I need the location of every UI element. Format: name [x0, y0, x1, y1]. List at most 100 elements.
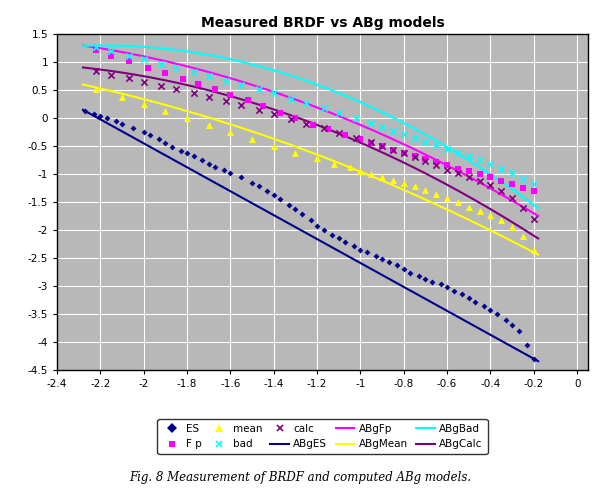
Point — [269, 192, 278, 199]
Point — [124, 51, 133, 59]
Title: Measured BRDF vs ABg models: Measured BRDF vs ABg models — [200, 16, 445, 30]
Point — [178, 75, 188, 83]
Point — [421, 186, 430, 194]
Point — [410, 183, 419, 191]
Point — [442, 166, 452, 173]
Point — [91, 67, 101, 74]
Point — [226, 91, 235, 98]
Point — [211, 85, 220, 93]
Point — [312, 154, 322, 162]
Point — [102, 114, 112, 122]
Point — [485, 306, 495, 314]
Point — [497, 165, 506, 172]
Point — [485, 160, 495, 168]
Point — [161, 70, 170, 77]
Point — [523, 341, 532, 349]
Point — [508, 194, 517, 201]
Point — [319, 124, 328, 132]
Point — [508, 223, 517, 231]
Point — [182, 114, 192, 122]
Point — [211, 164, 220, 171]
Point — [111, 117, 121, 125]
Point — [154, 136, 164, 144]
Point — [453, 169, 463, 177]
Point — [312, 221, 322, 229]
Point — [269, 110, 278, 118]
Point — [427, 278, 437, 286]
Point — [91, 43, 101, 51]
Point — [176, 147, 185, 154]
Point — [193, 79, 203, 87]
Point — [470, 298, 480, 306]
Point — [399, 149, 409, 157]
Point — [236, 81, 246, 89]
Point — [247, 136, 257, 144]
Point — [161, 108, 170, 116]
Point — [453, 198, 463, 206]
Point — [254, 85, 263, 93]
Point — [226, 169, 235, 177]
Point — [442, 194, 452, 201]
Point — [485, 173, 495, 181]
Point — [306, 216, 316, 224]
Point — [431, 161, 441, 169]
Point — [323, 125, 333, 133]
Point — [117, 93, 127, 101]
Point — [345, 164, 355, 171]
Point — [529, 246, 539, 254]
Point — [182, 149, 192, 157]
Point — [501, 316, 511, 323]
Point — [421, 157, 430, 165]
Point — [475, 207, 484, 215]
Point — [275, 109, 285, 117]
Point — [464, 152, 473, 160]
Point — [340, 131, 350, 139]
Point — [406, 269, 415, 277]
Point — [518, 204, 528, 212]
Point — [431, 141, 441, 149]
Point — [189, 89, 199, 97]
Point — [143, 64, 153, 72]
Point — [449, 287, 458, 294]
Point — [508, 321, 517, 329]
Point — [497, 187, 506, 195]
Point — [377, 142, 387, 150]
Point — [269, 142, 278, 150]
Point — [421, 275, 430, 283]
Point — [334, 235, 344, 243]
Point — [262, 187, 272, 195]
Point — [204, 121, 214, 129]
Point — [319, 226, 328, 234]
Point — [464, 173, 473, 181]
Point — [388, 146, 398, 154]
Point — [392, 262, 402, 270]
Point — [410, 152, 419, 160]
Point — [367, 119, 376, 126]
Point — [485, 211, 495, 219]
Point — [301, 120, 311, 128]
Point — [328, 231, 337, 239]
Point — [290, 149, 300, 157]
Point — [464, 294, 473, 302]
Point — [340, 239, 350, 246]
Point — [197, 156, 207, 164]
Point — [377, 142, 387, 150]
Point — [117, 120, 127, 128]
Point — [453, 165, 463, 172]
Point — [529, 180, 539, 188]
Point — [167, 144, 176, 151]
Point — [508, 169, 517, 177]
Point — [80, 108, 90, 116]
Point — [362, 248, 372, 256]
Point — [172, 64, 181, 72]
Point — [457, 291, 467, 298]
Point — [351, 114, 361, 122]
Point — [529, 187, 539, 195]
Point — [254, 183, 263, 191]
Point — [442, 161, 452, 169]
Point — [139, 128, 148, 136]
Point — [529, 355, 539, 363]
Point — [204, 160, 214, 168]
Point — [204, 73, 214, 80]
Point — [367, 170, 376, 178]
